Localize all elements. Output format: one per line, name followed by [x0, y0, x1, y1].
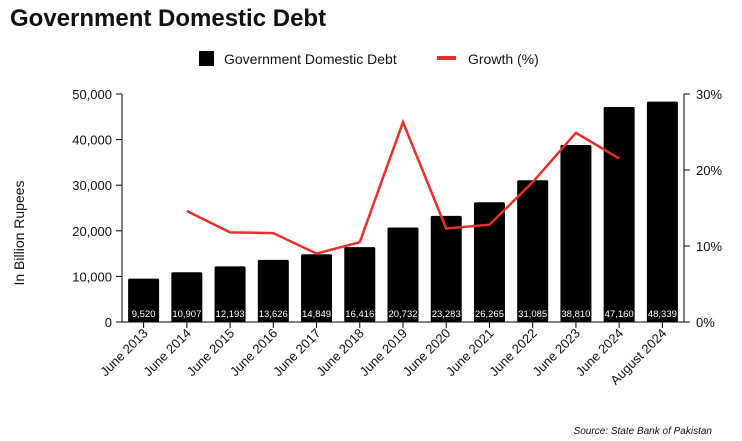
bar-value-label: 38,810 [561, 309, 590, 320]
y-tick-label-right: 30% [696, 87, 722, 102]
y-axis-right: 0% 10% 20% 30% [683, 87, 722, 330]
bar-value-label: 16,416 [345, 309, 374, 320]
y-tick-label-left: 40,000 [72, 133, 112, 148]
y-tick-label-left: 0 [105, 315, 112, 330]
bar-value-label: 14,849 [302, 309, 331, 320]
bar-value-label: 20,732 [388, 309, 417, 320]
bar [344, 247, 376, 322]
bar-value-labels: 9,520 10,907 12,193 13,626 14,849 16,416 20,73… [132, 309, 677, 320]
y-tick-label-left: 10,000 [72, 269, 112, 284]
bar-value-label: 10,907 [172, 309, 201, 320]
bar [387, 227, 419, 322]
legend-label-bar: Government Domestic Debt [224, 51, 397, 67]
bar [473, 202, 505, 322]
legend-label-line: Growth (%) [468, 51, 539, 67]
chart-title: Government Domestic Debt [10, 5, 326, 32]
source-note: Source: State Bank of Pakistan [574, 426, 713, 437]
bar [560, 145, 592, 322]
bar-value-label: 47,160 [605, 309, 634, 320]
bar-value-label: 13,626 [259, 309, 288, 320]
y-tick-label-right: 0% [696, 315, 715, 330]
growth-line-series [186, 118, 620, 255]
y-tick-label-right: 10% [696, 239, 722, 254]
y-tick-label-left: 30,000 [72, 178, 112, 193]
y-axis-label: In Billion Rupees [11, 180, 27, 285]
bar [257, 259, 289, 322]
bar-value-label: 9,520 [132, 309, 156, 320]
y-tick-label-left: 20,000 [72, 224, 112, 239]
bar-series [128, 101, 678, 322]
bar [301, 254, 333, 322]
bar-value-label: 26,265 [475, 309, 504, 320]
bar [430, 215, 462, 322]
legend: Government Domestic Debt Growth (%) [199, 51, 539, 67]
bar [603, 106, 635, 322]
bar [517, 180, 549, 322]
bar-value-label: 12,193 [216, 309, 245, 320]
bar [214, 266, 246, 322]
legend-swatch-bar [199, 51, 214, 66]
growth-line [186, 118, 620, 255]
bar-value-label: 23,283 [432, 309, 461, 320]
bar [646, 101, 678, 322]
bar [128, 278, 160, 322]
bar-value-label: 48,339 [648, 309, 677, 320]
y-axis-left: 0 10,000 20,000 30,000 40,000 50,000 [72, 87, 123, 330]
bar-value-label: 31,085 [518, 309, 547, 320]
bar [171, 272, 203, 322]
y-tick-label-right: 20% [696, 163, 722, 178]
y-tick-label-left: 50,000 [72, 87, 112, 102]
